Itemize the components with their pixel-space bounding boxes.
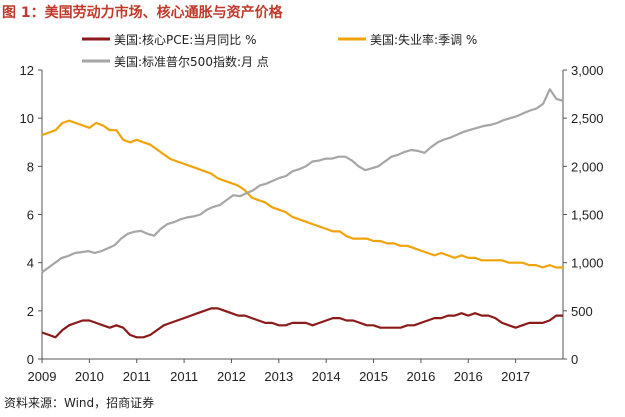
legend-label-1: 美国:失业率:季调 % [370,32,477,47]
x-tick-label: 2009 [28,369,57,384]
legend-label-2: 美国:标准普尔500指数:月 点 [114,54,269,69]
x-tick-label: 2016 [406,369,435,384]
y-left-tick-label: 2 [27,304,34,319]
y-right-tick-label: 0 [571,352,578,367]
series-line-2 [41,88,564,274]
y-right-tick-label: 500 [571,304,593,319]
x-tick-label: 2017 [501,369,530,384]
x-tick-label: 2012 [217,369,246,384]
series-lines [41,88,564,339]
y-left-tick-label: 12 [20,63,34,78]
x-tick-label: 2014 [312,369,341,384]
y-right-tick-label: 2,500 [571,111,604,126]
figure-title: 图 1：美国劳动力市场、核心通胀与资产价格 [2,5,283,21]
x-tick-label: 2011 [123,369,151,384]
figure-source: 资料来源：Wind，招商证券 [4,396,155,410]
legend-label-0: 美国:核心PCE:当月同比 % [114,33,257,47]
x-tick-label: 2016 [454,369,483,384]
y-left-tick-label: 6 [27,208,34,223]
y-right-tick-label: 1,000 [571,256,604,271]
y-left-tick-label: 8 [27,159,34,174]
legend: 美国:核心PCE:当月同比 % 美国:失业率:季调 % 美国:标准普尔500指数:月… [82,32,477,69]
y-right-tick-label: 2,000 [571,159,604,174]
axes: 0 2 4 6 8 10 12 0 500 1,000 1,500 2,000 2,500 3,000 20… [20,63,604,384]
x-tick-label: 2010 [75,369,104,384]
y-right-tick-label: 1,500 [571,208,604,223]
series-line-0 [41,307,563,339]
y-right-tick-label: 3,000 [571,63,604,78]
y-left-tick-label: 10 [20,111,34,126]
x-tick-label: 2015 [359,369,388,384]
x-tick-label: 2013 [264,369,293,384]
y-left-tick-label: 0 [27,352,34,367]
y-left-tick-label: 4 [27,256,34,271]
x-tick-label: 2011 [170,369,198,384]
series-line-1 [41,119,563,269]
